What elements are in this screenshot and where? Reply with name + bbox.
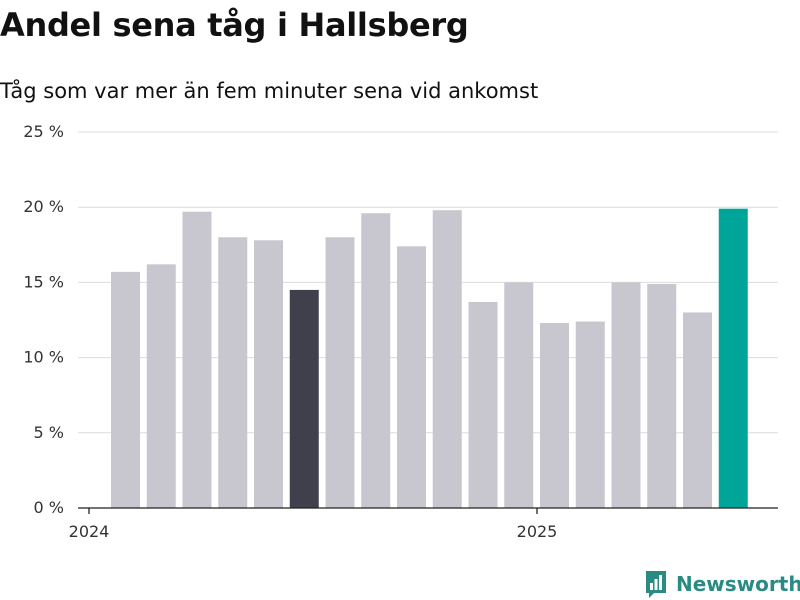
bar bbox=[540, 323, 569, 508]
bar bbox=[361, 213, 391, 508]
newsworthy-logo-icon bbox=[646, 571, 666, 598]
x-axis-ticks: 2024 2025 bbox=[69, 508, 558, 541]
y-tick-label: 0 % bbox=[34, 498, 64, 517]
bar bbox=[683, 312, 712, 508]
x-tick-label: 2024 bbox=[69, 522, 110, 541]
bar bbox=[325, 237, 355, 508]
bars bbox=[111, 208, 748, 509]
bar bbox=[468, 301, 498, 508]
x-tick-label: 2025 bbox=[517, 522, 558, 541]
bar bbox=[218, 237, 248, 508]
y-axis-ticks: 0 % 5 % 10 % 15 % 20 % 25 % bbox=[23, 122, 64, 517]
bar bbox=[289, 289, 319, 508]
bar bbox=[718, 208, 748, 508]
bar bbox=[254, 240, 283, 509]
newsworthy-brand: Newsworthy bbox=[644, 569, 800, 599]
bar bbox=[397, 246, 426, 509]
bar bbox=[647, 283, 677, 508]
chart-title: Andel sena tåg i Hallsberg bbox=[0, 6, 469, 44]
y-tick-label: 25 % bbox=[23, 122, 64, 141]
y-tick-label: 5 % bbox=[34, 423, 64, 442]
chart-subtitle: Tåg som var mer än fem minuter sena vid … bbox=[0, 79, 539, 103]
bar bbox=[182, 211, 212, 508]
bar bbox=[575, 321, 605, 508]
y-tick-label: 10 % bbox=[23, 348, 64, 367]
bar bbox=[611, 282, 641, 508]
brand-name: Newsworthy bbox=[676, 572, 800, 596]
bar bbox=[432, 210, 462, 508]
bar bbox=[111, 271, 140, 508]
bar bbox=[504, 282, 534, 508]
bar bbox=[146, 264, 176, 508]
y-tick-label: 15 % bbox=[23, 272, 64, 291]
y-tick-label: 20 % bbox=[23, 197, 64, 216]
